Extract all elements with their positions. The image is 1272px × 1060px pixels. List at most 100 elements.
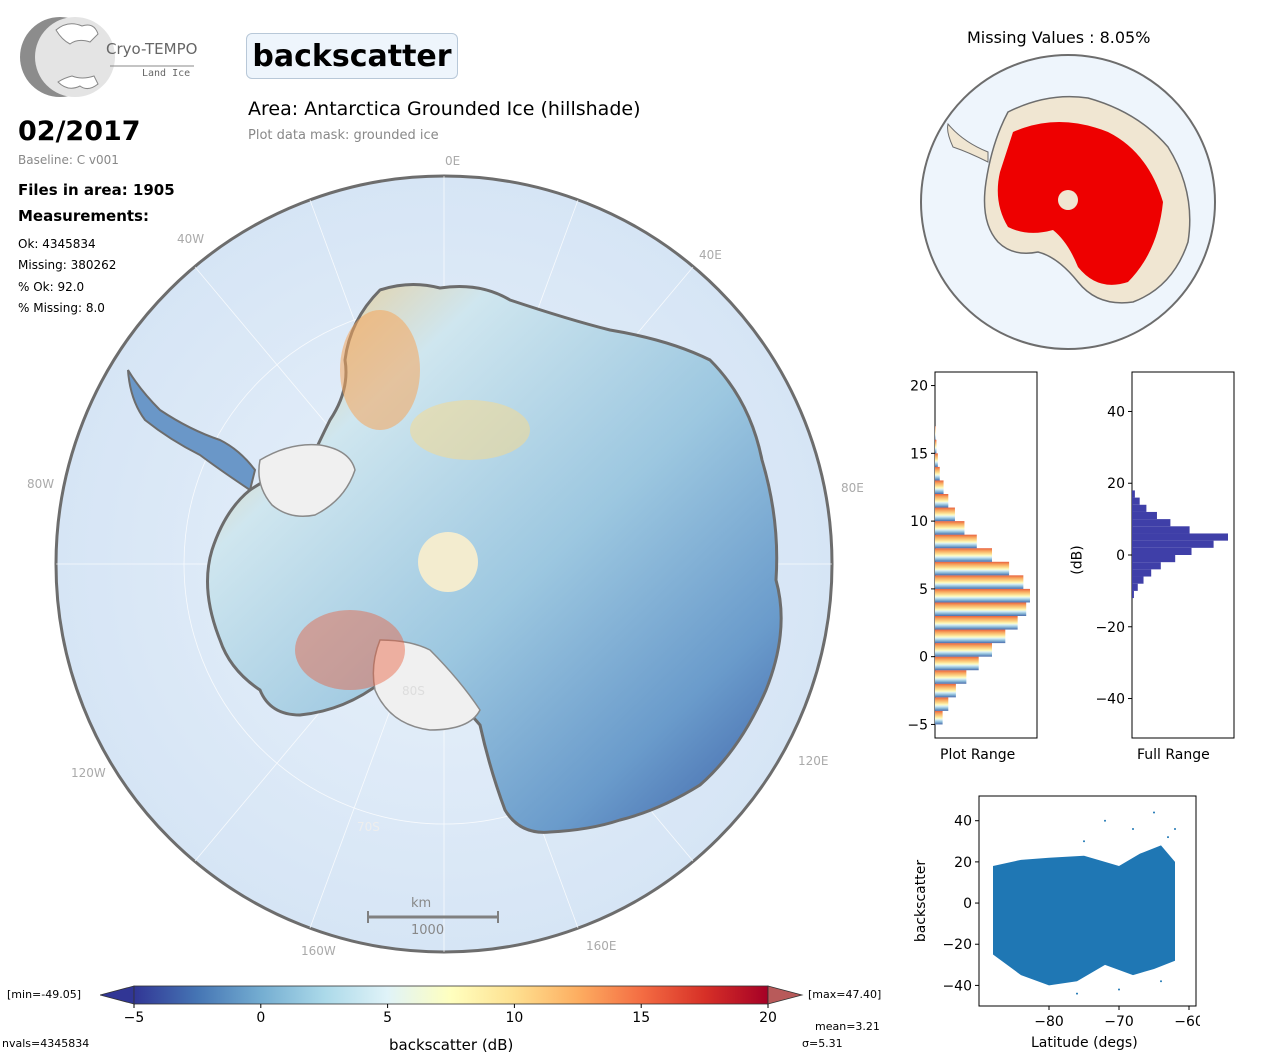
scatter-point [1132, 827, 1134, 830]
full-range-ytick: −20 [1095, 620, 1125, 636]
measurements-title: Measurements: [18, 207, 149, 225]
plot-range-bar [935, 683, 956, 698]
scatter-point [1160, 980, 1162, 983]
full-range-bar [1132, 504, 1147, 512]
plot-range-ytick: −5 [907, 717, 928, 733]
full-range-bar [1132, 590, 1134, 599]
plot-range-bar [935, 494, 949, 508]
colorbar-min: [min=-49.05] [7, 988, 82, 1001]
missing-values-map [920, 54, 1216, 350]
full-range-bar [1132, 576, 1144, 584]
full-range-bar [1132, 519, 1171, 527]
ross-ice-shelf [372, 639, 481, 731]
full-range-bar [1132, 583, 1138, 591]
plot-range-bar [935, 697, 949, 711]
full-range-label: Full Range [1137, 747, 1210, 763]
scatter-ytick: 0 [963, 896, 972, 912]
plot-range-bar [935, 575, 1024, 589]
plot-range-bar [935, 480, 944, 494]
lon-label-40w: 40W [177, 232, 205, 246]
missing-map-title: Missing Values : 8.05% [967, 28, 1151, 47]
missing-count: Missing: 380262 [18, 258, 117, 272]
plot-range-ytick: 5 [919, 582, 928, 598]
full-range-ytick: 0 [1116, 548, 1125, 564]
plot-range-histogram: −5 0 5 10 15 20 [907, 371, 1038, 739]
full-range-bar [1132, 547, 1192, 555]
scatter-point-cloud [993, 845, 1175, 986]
plot-range-bar [935, 534, 977, 549]
lon-label-120e: 120E [798, 754, 829, 768]
scatter-point [1167, 836, 1169, 839]
colorbar-tick: 5 [383, 1010, 392, 1024]
plot-range-bar [935, 548, 992, 562]
full-range-bar [1132, 490, 1135, 498]
scale-value: 1000 [411, 923, 445, 938]
lon-label-160w: 160W [301, 944, 336, 958]
antarctica-map [54, 174, 834, 954]
lon-label-40e: 40E [699, 248, 722, 262]
plot-range-bar [935, 670, 967, 684]
lon-label-160e: 160E [586, 939, 617, 953]
baseline-label: Baseline: C v001 [18, 153, 119, 167]
full-range-bar [1132, 497, 1140, 505]
scatter-point [1174, 827, 1176, 830]
pct-missing: % Missing: 8.0 [18, 301, 105, 315]
lat-label-70s: 70S [357, 820, 380, 834]
antarctic-peninsula [127, 369, 257, 492]
colorbar-min-arrow [100, 985, 135, 1005]
scatter-point [1083, 840, 1085, 843]
colorbar-label: backscatter (dB) [389, 1036, 514, 1054]
plot-range-bar [935, 521, 965, 535]
plot-range-bar [935, 602, 1027, 616]
logo-globe-icon [20, 17, 194, 97]
full-range-ytick: −40 [1095, 692, 1125, 708]
ronne-ice-shelf [258, 443, 356, 517]
full-range-ylabel: (dB) [1069, 545, 1086, 575]
colorbar: −5 0 5 10 15 20 [100, 985, 804, 1024]
mean-label: mean=3.21 [815, 1020, 880, 1033]
plot-range-label: Plot Range [940, 747, 1016, 763]
full-range-bar [1132, 533, 1228, 541]
colorbar-tick: 20 [759, 1010, 777, 1024]
lat-label-80s: 80S [402, 684, 425, 698]
scatter-point [1076, 992, 1078, 995]
scatter-ytick: −40 [942, 978, 972, 994]
scatter-xtick: −60 [1174, 1014, 1200, 1028]
files-label: Files in area: 1905 [18, 181, 175, 199]
plot-range-bar [935, 656, 979, 671]
scatter-xlabel: Latitude (degs) [1031, 1035, 1138, 1051]
latitude-scatter: 40 20 0 −20 −40 −80 −70 −60 [942, 795, 1200, 1028]
scatter-point [1104, 819, 1106, 822]
plot-range-bar [935, 629, 1006, 644]
plot-range-ytick: 0 [919, 650, 928, 666]
lon-label-120w: 120W [71, 766, 106, 780]
scatter-xtick: −70 [1104, 1014, 1134, 1028]
plot-range-bar [935, 507, 955, 522]
full-range-bar [1132, 562, 1161, 570]
lon-label-80e: 80E [841, 481, 864, 495]
scale-unit: km [411, 896, 432, 911]
plot-range-bar [935, 561, 1010, 576]
scatter-ylabel: backscatter [913, 859, 930, 943]
colorbar-tick: 0 [256, 1010, 265, 1024]
ok-count: Ok: 4345834 [18, 237, 96, 251]
variable-title: backscatter [246, 33, 458, 79]
colorbar-max: [max=47.40] [808, 988, 882, 1001]
scatter-ytick: 40 [954, 814, 972, 830]
scatter-ytick: 20 [954, 855, 972, 871]
pole-hole [418, 532, 478, 592]
colorbar-tick: 15 [632, 1010, 650, 1024]
scatter-point [1118, 988, 1120, 991]
plot-range-bar [935, 710, 943, 725]
full-range-histogram: 40 20 0 −20 −40 [1095, 371, 1235, 739]
cryo-tempo-logo: Cryo-TEMPO Land Ice [18, 14, 208, 100]
plot-range-ytick: 10 [910, 514, 928, 530]
plot-range-bar [935, 439, 937, 454]
colorbar-tick: 10 [505, 1010, 523, 1024]
date-label: 02/2017 [18, 116, 141, 147]
colorbar-tick: −5 [124, 1010, 145, 1024]
mask-note: Plot data mask: grounded ice [248, 128, 439, 143]
pct-ok: % Ok: 92.0 [18, 280, 85, 294]
full-range-bar [1132, 540, 1214, 548]
scatter-xtick: −80 [1034, 1014, 1064, 1028]
